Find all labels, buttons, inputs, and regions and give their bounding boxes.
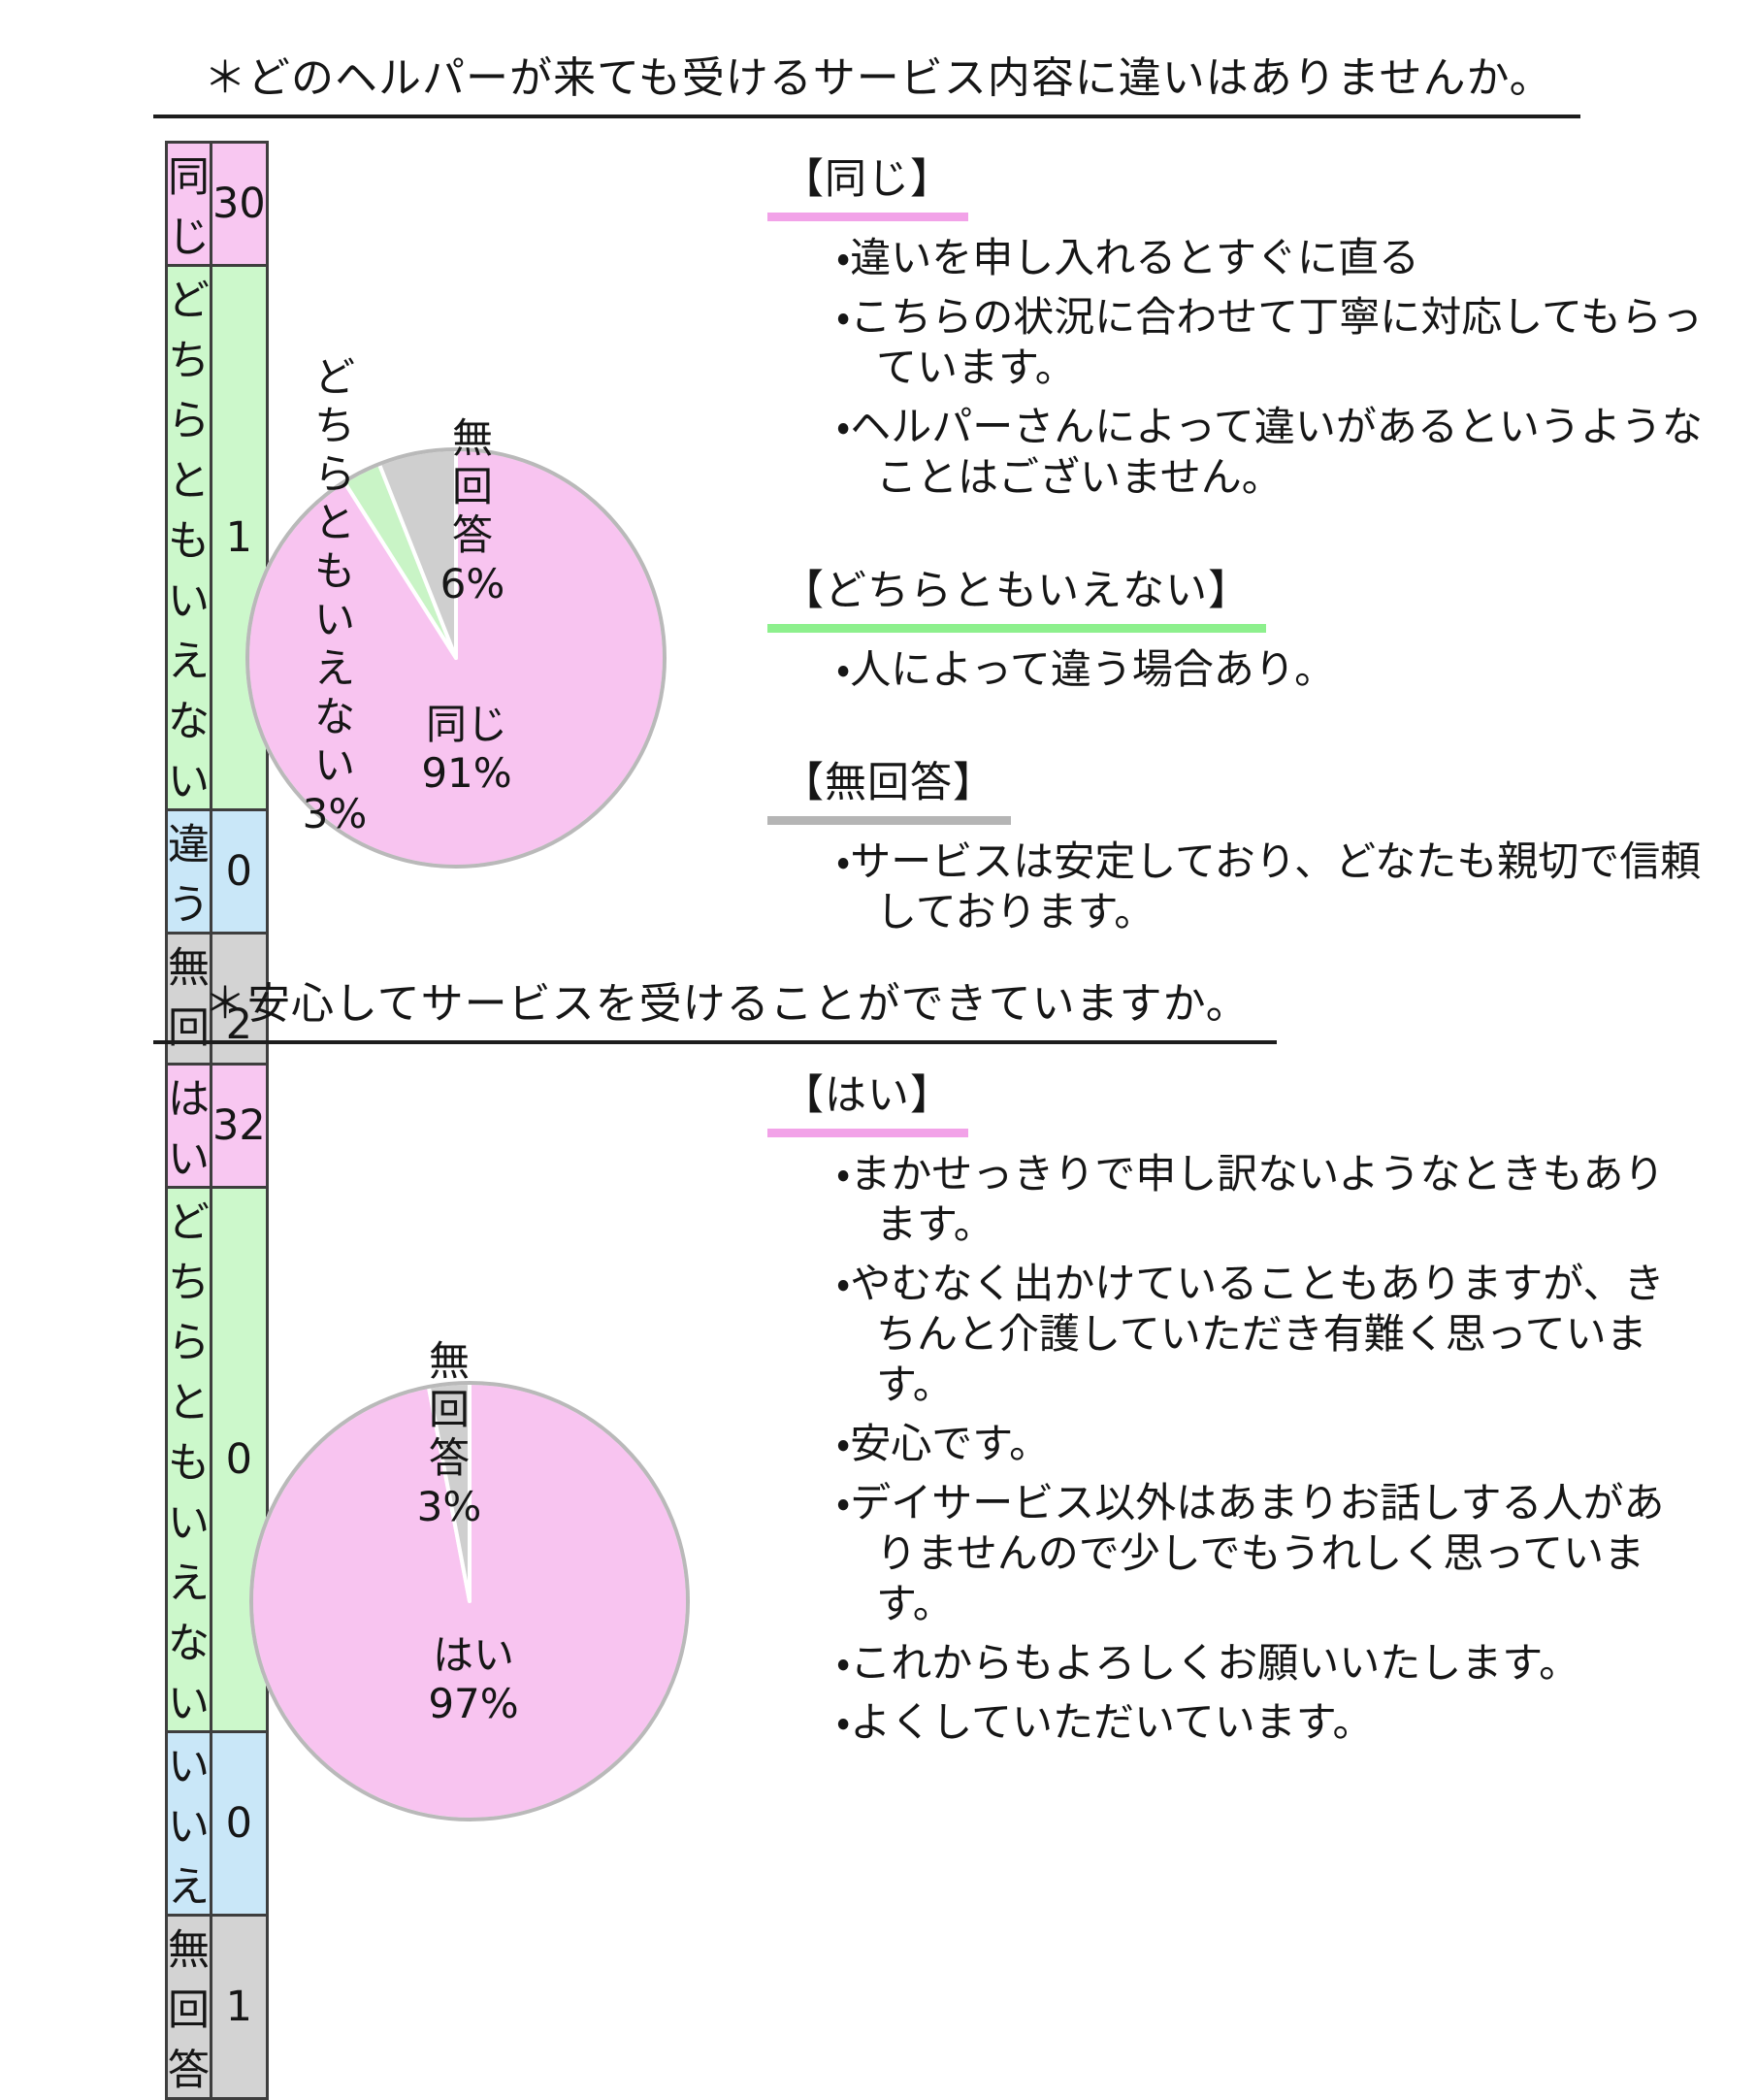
comment-group: 【同じ】 ・違いを申し入れるとすぐに直る ・こちらの状況に合わせて丁寧に対応して…: [767, 146, 1704, 503]
table-row: 同じ 30: [165, 141, 269, 267]
comment-item: ・違いを申し入れるとすぐに直る: [836, 234, 1420, 281]
comments-column-1: 【同じ】 ・違いを申し入れるとすぐに直る ・こちらの状況に合わせて丁寧に対応して…: [767, 146, 1704, 946]
comment-item: ・ヘルパーさんによって違いがあるというようなことはございません。: [836, 403, 1703, 501]
pie-chart-service-reassurance: [249, 1381, 690, 1821]
comment-item: ・やむなく出かけていることもありますが、きちんと介護していただき有難く思っていま…: [836, 1260, 1665, 1408]
row-value: 0: [210, 808, 269, 935]
table-row: はい 32: [165, 1063, 269, 1189]
row-label: 違う: [165, 808, 212, 935]
pie-slice-label-novote: 無回答 6%: [439, 414, 505, 607]
comment-item: ・これからもよろしくお願いいたします。: [836, 1639, 1580, 1687]
comment-group: 【はい】 ・まかせっきりで申し訳ないようなときもあります。 ・やむなく出かけてい…: [767, 1062, 1704, 1748]
row-value: 1: [210, 1914, 269, 2100]
comment-heading: 【同じ】: [767, 146, 968, 221]
row-label: 無回答: [165, 1914, 212, 2100]
row-value: 30: [210, 141, 269, 267]
pie-rim: [245, 447, 667, 869]
table-row: 無回答 1: [165, 1914, 269, 2100]
row-label: はい: [165, 1063, 212, 1189]
results-table-1: 同じ 30 どちらともいえない 1 違う 0 無回答 2: [165, 141, 269, 1118]
row-label: 同じ: [165, 141, 212, 267]
comment-group: 【無回答】 ・サービスは安定しており、どなたも親切で信頼しております。: [767, 749, 1704, 937]
pie-slice-label-yes: はい 97%: [428, 1631, 519, 1727]
comment-item: ・デイサービス以外はあまりお話しする人がありませんので少しでもうれしく思っていま…: [836, 1479, 1665, 1627]
comment-item: ・人によって違う場合あり。: [836, 645, 1336, 693]
comment-item: ・こちらの状況に合わせて丁寧に対応してもらっています。: [836, 293, 1703, 391]
pie-slice-label-same: 同じ 91%: [421, 701, 512, 797]
comment-item: ・まかせっきりで申し訳ないようなときもあります。: [836, 1150, 1665, 1248]
survey-results-page: { "document": { "sections": [ { "questio…: [153, 43, 1704, 2100]
comment-item: ・よくしていただいています。: [836, 1698, 1374, 1746]
pie-chart-service-difference: [245, 447, 667, 869]
pie-rim: [249, 1381, 690, 1821]
pie-slice-label-novote: 無回答 3%: [416, 1337, 482, 1530]
row-label: いいえ: [165, 1730, 212, 1917]
question-title-1: ＊どのヘルパーが来ても受けるサービス内容に違いはありませんか。: [153, 43, 1580, 118]
question-title-2: ＊安心してサービスを受けることができていますか。: [153, 968, 1277, 1044]
comment-heading: 【どちらともいえない】: [767, 557, 1267, 633]
row-label: どちらともいえない: [165, 1186, 212, 1733]
comment-item: ・安心です。: [836, 1420, 1051, 1467]
comment-heading: 【無回答】: [767, 749, 1011, 825]
comment-group: 【どちらともいえない】 ・人によって違う場合あり。: [767, 557, 1704, 695]
comment-item: ・サービスは安定しており、どなたも親切で信頼しております。: [836, 837, 1702, 935]
table-row: 違う 0: [165, 808, 269, 935]
row-value: 32: [210, 1063, 269, 1189]
row-label: どちらともいえない: [165, 264, 212, 811]
pie-slice-label-neutral: どちらとも いえない 3%: [302, 353, 368, 837]
comment-heading: 【はい】: [767, 1062, 968, 1137]
comments-column-2: 【はい】 ・まかせっきりで申し訳ないようなときもあります。 ・やむなく出かけてい…: [767, 1062, 1704, 1756]
